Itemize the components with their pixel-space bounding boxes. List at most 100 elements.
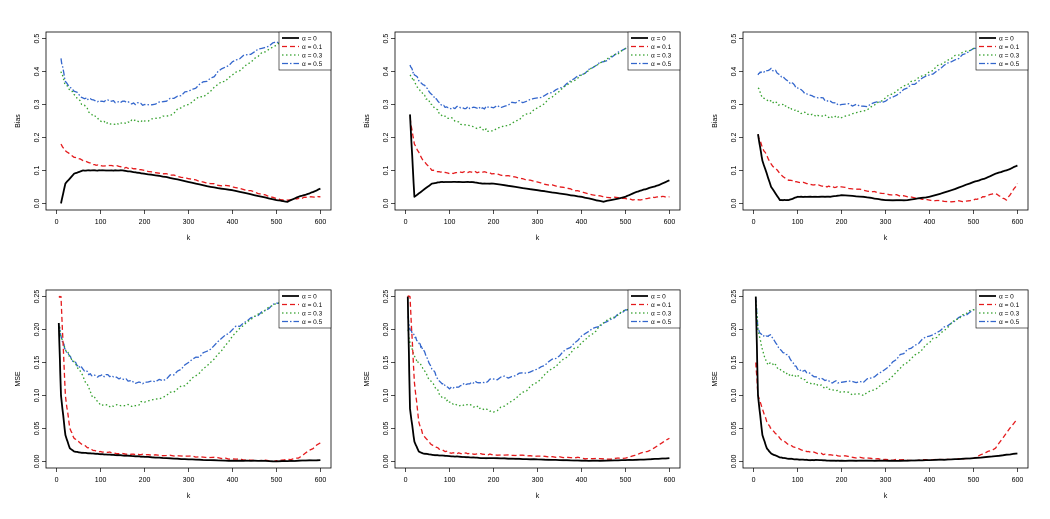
series-line-alpha-0 [754, 296, 1018, 462]
x-tick-label: 100 [95, 219, 107, 226]
y-tick-label: 0.1 [383, 165, 390, 175]
series-line-alpha-0 [409, 114, 670, 203]
x-tick-label: 100 [444, 219, 456, 226]
x-tick-label: 300 [183, 477, 195, 484]
x-tick-label: 400 [576, 477, 588, 484]
x-tick-label: 600 [315, 477, 327, 484]
legend-label: α = 0.1 [651, 44, 672, 51]
legend-label: α = 0.1 [302, 302, 323, 309]
x-axis-label: k [884, 493, 888, 500]
series-line-alpha-0-5 [58, 294, 321, 385]
legend-label: α = 0.5 [999, 319, 1020, 326]
x-tick-label: 500 [620, 219, 632, 226]
x-tick-label: 600 [664, 477, 676, 484]
legend: α = 0α = 0.1 α = 0.3α = 0.5 [975, 31, 1029, 71]
x-tick-label: 500 [968, 477, 980, 484]
x-tick-label: 400 [227, 477, 239, 484]
legend-label: α = 0.3 [999, 311, 1020, 318]
series-line-alpha-0-3 [757, 40, 1018, 119]
y-tick-label: 0.3 [383, 100, 390, 110]
legend-label: α = 0.3 [651, 53, 672, 60]
y-tick-label: 0.5 [383, 34, 390, 44]
y-tick-label: 0.5 [34, 34, 41, 44]
legend-label: α = 0 [302, 294, 317, 301]
x-tick-label: 200 [836, 219, 848, 226]
chart-panel-1: 0 100 200 300 400 500 600 0.0 0.1 0.2 0.3 0.4 0.5 k Bi… [15, 31, 332, 242]
legend-label: α = 0 [651, 36, 666, 43]
y-tick-label: 0.00 [34, 454, 41, 468]
y-tick-label: 0.10 [383, 389, 390, 403]
y-tick-label: 0.0 [34, 198, 41, 208]
y-axis-label: Bias [712, 114, 719, 128]
y-tick-label: 0.15 [34, 356, 41, 370]
x-tick-label: 600 [1012, 219, 1024, 226]
x-tick-label: 600 [664, 219, 676, 226]
chart-panel-4: 0 100 200 300 400 500 600 0.00 0.05 0.10 0.15 0.20 0… [15, 289, 332, 500]
x-tick-label: 100 [95, 477, 107, 484]
y-tick-label: 0.05 [383, 422, 390, 436]
x-tick-label: 0 [55, 219, 59, 226]
y-tick-label: 0.15 [383, 356, 390, 370]
x-tick-label: 300 [532, 219, 544, 226]
x-tick-label: 200 [488, 477, 500, 484]
y-tick-label: 0.15 [731, 356, 738, 370]
x-axis-label: k [187, 235, 191, 242]
legend: α = 0α = 0.1 α = 0.3α = 0.5 [627, 289, 681, 329]
y-tick-label: 0.00 [383, 454, 390, 468]
series-line-alpha-0-1 [757, 134, 1018, 203]
x-tick-label: 400 [576, 219, 588, 226]
legend-label: α = 0 [651, 294, 666, 301]
legend-label: α = 0.3 [999, 53, 1020, 60]
x-tick-label: 300 [183, 219, 195, 226]
series-line-alpha-0-3 [60, 36, 321, 126]
x-tick-label: 600 [1012, 477, 1024, 484]
x-tick-label: 200 [836, 477, 848, 484]
x-tick-label: 500 [620, 477, 632, 484]
series-line-alpha-0-3 [407, 302, 670, 413]
x-tick-label: 0 [752, 219, 756, 226]
x-axis-label: k [536, 235, 540, 242]
y-tick-label: 0.2 [34, 133, 41, 143]
y-tick-label: 0.2 [383, 133, 390, 143]
y-tick-label: 0.3 [34, 100, 41, 110]
y-tick-label: 0.20 [731, 323, 738, 337]
y-tick-label: 0.2 [731, 133, 738, 143]
series-line-alpha-0-3 [755, 296, 1018, 397]
y-tick-label: 0.1 [34, 165, 41, 175]
legend-label: α = 0.1 [651, 302, 672, 309]
y-tick-label: 0.25 [383, 290, 390, 304]
chart-panel-2: 0 100 200 300 400 500 600 0.0 0.1 0.2 0.3 0.4 0.5 k Bi… [364, 31, 681, 242]
legend-label: α = 0.5 [302, 61, 323, 68]
legend-label: α = 0.5 [999, 61, 1020, 68]
legend-label: α = 0.3 [302, 53, 323, 60]
x-tick-label: 200 [488, 219, 500, 226]
x-tick-label: 200 [139, 219, 151, 226]
series-line-alpha-0 [757, 134, 1018, 202]
x-axis-label: k [187, 493, 191, 500]
x-tick-label: 400 [924, 477, 936, 484]
y-tick-label: 0.4 [34, 67, 41, 77]
y-axis-label: MSE [712, 371, 719, 387]
series-line-alpha-0 [406, 296, 670, 462]
legend-label: α = 0.1 [999, 44, 1020, 51]
chart-panel-3: 0 100 200 300 400 500 600 0.0 0.1 0.2 0.3 0.4 0.5 k Bi… [712, 31, 1029, 242]
series-line-alpha-0-1 [60, 143, 321, 201]
x-tick-label: 500 [271, 219, 283, 226]
legend-label: α = 0.3 [302, 311, 323, 318]
y-tick-label: 0.00 [731, 454, 738, 468]
series-line-alpha-0 [57, 322, 321, 463]
x-tick-label: 300 [880, 477, 892, 484]
y-tick-label: 0.0 [731, 198, 738, 208]
y-tick-label: 0.05 [731, 422, 738, 436]
y-tick-label: 0.5 [731, 34, 738, 44]
y-tick-label: 0.4 [383, 67, 390, 77]
y-tick-label: 0.10 [34, 389, 41, 403]
y-axis-label: Bias [15, 114, 22, 128]
y-tick-label: 0.0 [383, 198, 390, 208]
series-line-alpha-0-1 [407, 295, 670, 460]
legend-label: α = 0.5 [651, 61, 672, 68]
y-axis-label: MSE [364, 371, 371, 387]
series-line-alpha-0-3 [58, 294, 321, 408]
legend-label: α = 0 [302, 36, 317, 43]
